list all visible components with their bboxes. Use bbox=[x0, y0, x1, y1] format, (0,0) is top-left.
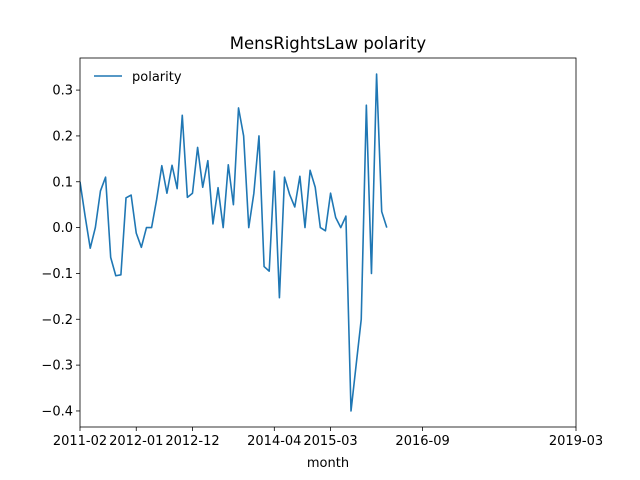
polarity-series-line bbox=[80, 73, 388, 412]
legend-label-polarity: polarity bbox=[132, 70, 182, 85]
x-tick-label: 2012-01 bbox=[109, 434, 163, 449]
y-tick-label: 0.3 bbox=[52, 84, 73, 99]
x-axis: 2011-02 2012-01 2012-12 2014-04 2015-03 2016-… bbox=[53, 427, 603, 449]
y-tick-label: −0.3 bbox=[41, 359, 73, 374]
plot-frame bbox=[79, 57, 577, 428]
x-tick-label: 2012-12 bbox=[165, 434, 219, 449]
y-tick-label: 0.2 bbox=[52, 129, 73, 144]
legend: polarity bbox=[94, 70, 182, 85]
x-tick-label: 2014-04 bbox=[247, 434, 301, 449]
y-tick-label: −0.1 bbox=[41, 267, 73, 282]
x-tick-label: 2016-09 bbox=[395, 434, 449, 449]
x-axis-label: month bbox=[307, 456, 349, 471]
y-tick-label: −0.2 bbox=[41, 313, 73, 328]
chart-title: MensRightsLaw polarity bbox=[230, 34, 427, 53]
y-tick-label: −0.4 bbox=[41, 404, 73, 419]
y-axis: −0.4 −0.3 −0.2 −0.1 0.0 0.1 0.2 0.3 bbox=[41, 84, 80, 419]
x-tick-label: 2011-02 bbox=[53, 434, 107, 449]
y-tick-label: 0.1 bbox=[52, 175, 73, 190]
y-tick-label: 0.0 bbox=[52, 221, 73, 236]
x-tick-label: 2015-03 bbox=[303, 434, 357, 449]
x-tick-label: 2019-03 bbox=[549, 434, 603, 449]
